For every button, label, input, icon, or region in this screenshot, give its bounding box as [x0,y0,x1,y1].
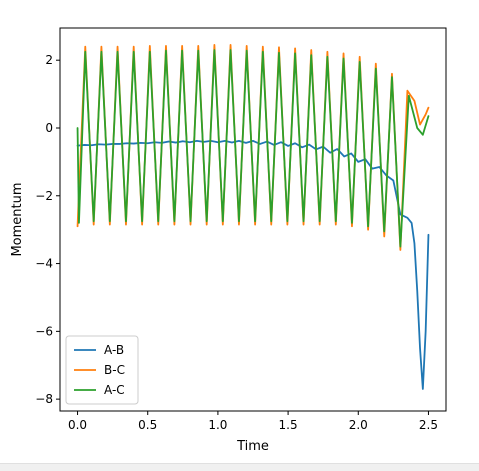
y-axis: −8 −6 −4 −2 0 2 [35,53,60,406]
x-tick-label: 2.0 [349,418,368,432]
x-tick-label: 1.5 [279,418,298,432]
legend-label-a-c: A-C [104,383,125,397]
y-tick-label: 2 [45,53,53,67]
series-layer [76,44,430,390]
y-tick-label: 0 [45,121,53,135]
x-tick-label: 0.0 [68,418,87,432]
x-tick-label: 2.5 [419,418,438,432]
x-tick-label: 1.0 [208,418,227,432]
y-tick-label: −2 [35,189,53,203]
x-axis: 0.0 0.5 1.0 1.5 2.0 2.5 [68,411,438,432]
plot-frame [59,27,447,412]
y-tick-label: −8 [35,392,53,406]
legend-label-b-c: B-C [104,363,125,377]
y-tick-label: −6 [35,324,53,338]
y-tick-label: −4 [35,257,53,271]
x-axis-label: Time [236,439,269,454]
x-tick-label: 0.5 [138,418,157,432]
series-line-a-c [76,49,430,248]
legend: A-B B-C A-C [65,335,139,405]
legend-label-a-b: A-B [104,343,124,357]
y-axis-label: Momentum [10,182,25,256]
bottom-strip [0,463,479,471]
legend-box [65,335,139,405]
